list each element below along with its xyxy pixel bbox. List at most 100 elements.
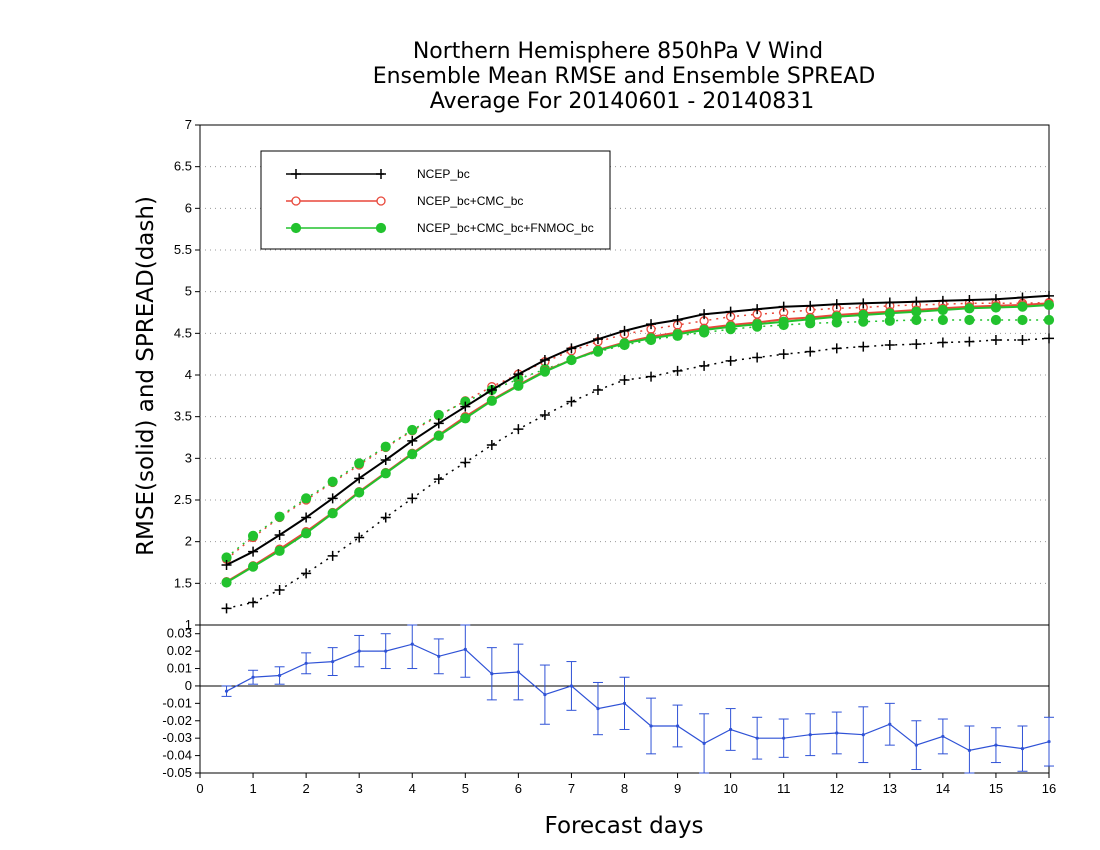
plus-marker bbox=[433, 418, 444, 429]
difference-point bbox=[729, 727, 733, 732]
plus-marker bbox=[539, 410, 550, 420]
plus-marker bbox=[513, 424, 524, 435]
difference-point bbox=[835, 731, 839, 735]
filled-circle-marker bbox=[937, 304, 948, 316]
plus-marker bbox=[831, 299, 842, 310]
filled-circle-marker bbox=[592, 345, 604, 356]
series-ncep-bc-cmc-bc-fnmoc-bc-rmse bbox=[221, 299, 1055, 588]
y-axis-label: RMSE(solid) and SPREAD(dash) bbox=[133, 196, 159, 556]
plus-marker bbox=[354, 532, 365, 543]
filled-circle-marker bbox=[407, 449, 418, 460]
plus-marker bbox=[990, 335, 1001, 345]
filled-circle-marker bbox=[619, 338, 630, 349]
filled-circle-marker bbox=[964, 314, 975, 326]
top-y-tick-label: 1 bbox=[185, 617, 192, 632]
difference-point bbox=[861, 733, 865, 737]
difference-point bbox=[331, 659, 335, 664]
legend-box bbox=[260, 150, 611, 250]
difference-point bbox=[463, 647, 467, 651]
difference-point bbox=[596, 706, 600, 711]
difference-point bbox=[251, 675, 255, 679]
top-y-tick-label: 4.5 bbox=[174, 325, 192, 340]
plus-marker bbox=[858, 298, 869, 309]
difference-point bbox=[410, 642, 414, 646]
bottom-y-tick-label: -0.01 bbox=[162, 695, 192, 710]
legend-item: NCEP_bc+CMC_bc bbox=[286, 194, 523, 208]
filled-circle-marker bbox=[778, 316, 789, 327]
difference-point bbox=[914, 743, 918, 747]
plus-marker bbox=[831, 343, 842, 354]
plus-marker bbox=[354, 473, 365, 484]
filled-circle-marker bbox=[513, 380, 524, 391]
legend-item: NCEP_bc+CMC_bc+FNMOC_bc bbox=[286, 221, 594, 235]
difference-point bbox=[304, 661, 308, 665]
filled-circle-marker bbox=[964, 303, 975, 314]
filled-circle-marker bbox=[911, 314, 922, 326]
plus-marker bbox=[380, 512, 391, 523]
filled-circle-marker bbox=[433, 430, 444, 441]
top-panel: 1 1.5 2 2.5 3 3.5 4 4.5 5 5.5 6 6.5 7 bbox=[174, 117, 1055, 632]
difference-point bbox=[755, 736, 759, 740]
legend-label: NCEP_bc+CMC_bc bbox=[417, 194, 523, 208]
x-tick-label: 4 bbox=[409, 781, 416, 796]
filled-circle-marker bbox=[831, 311, 842, 322]
series-ncep-bc-rmse bbox=[221, 290, 1054, 570]
difference-point bbox=[675, 724, 680, 728]
filled-circle-marker bbox=[274, 511, 285, 522]
line-ncep-bc-spread bbox=[226, 337, 1050, 610]
plus-marker bbox=[619, 375, 630, 385]
difference-point bbox=[277, 673, 282, 678]
difference-point bbox=[490, 672, 494, 676]
difference-series bbox=[221, 624, 1054, 774]
chart-title-line-1: Northern Hemisphere 850hPa V Wind bbox=[413, 39, 823, 64]
filled-circle-marker bbox=[566, 354, 577, 366]
filled-circle-marker bbox=[301, 493, 312, 504]
error-bar bbox=[460, 624, 471, 678]
filled-circle-marker bbox=[221, 577, 232, 588]
x-tick-label: 6 bbox=[515, 781, 522, 796]
plus-marker bbox=[1017, 335, 1028, 345]
error-bar bbox=[407, 624, 418, 670]
difference-point bbox=[622, 701, 627, 705]
difference-line bbox=[226, 643, 1050, 752]
plus-marker bbox=[291, 169, 301, 179]
top-y-tick-label: 3 bbox=[185, 450, 192, 465]
bottom-y-tick-label: 0.02 bbox=[167, 643, 192, 658]
difference-point bbox=[543, 693, 547, 697]
difference-point bbox=[1020, 747, 1025, 751]
plus-marker bbox=[274, 530, 285, 540]
x-tick-label: 11 bbox=[777, 781, 791, 796]
filled-circle-marker bbox=[1043, 299, 1055, 311]
x-tick-label: 10 bbox=[723, 781, 737, 796]
chart-title-line-3: Average For 20140601 - 20140831 bbox=[430, 89, 815, 114]
difference-point bbox=[1047, 740, 1051, 744]
x-tick-label: 2 bbox=[303, 781, 310, 796]
top-y-tick-label: 4 bbox=[185, 367, 192, 382]
plus-marker bbox=[566, 396, 577, 407]
difference-point bbox=[967, 748, 972, 752]
line-ncep-bc-cmc-bc-rmse bbox=[225, 302, 1050, 583]
plus-marker bbox=[460, 401, 471, 412]
bottom-y-tick-label: -0.03 bbox=[162, 730, 192, 745]
plus-marker bbox=[376, 169, 386, 179]
plus-marker bbox=[884, 340, 895, 350]
x-tick-label: 7 bbox=[568, 781, 575, 796]
x-tick-label: 9 bbox=[674, 781, 681, 796]
top-y-tick-label: 1.5 bbox=[174, 575, 192, 590]
plus-marker bbox=[1044, 333, 1054, 344]
difference-point bbox=[516, 670, 520, 674]
difference-point bbox=[224, 689, 229, 693]
filled-circle-marker bbox=[274, 545, 285, 556]
x-tick-label: 0 bbox=[196, 781, 203, 796]
series-ncep-bc-spread bbox=[221, 333, 1054, 614]
top-y-tick-label: 6 bbox=[185, 200, 192, 215]
line-ncep-bc-cmc-bc-fnmoc-bc-spread bbox=[226, 319, 1049, 559]
difference-point bbox=[808, 733, 812, 737]
plus-marker bbox=[539, 355, 550, 365]
x-tick-label: 13 bbox=[883, 781, 897, 796]
x-tick-label: 3 bbox=[356, 781, 363, 796]
difference-point bbox=[888, 722, 892, 726]
plus-marker bbox=[858, 341, 869, 352]
x-tick-label: 1 bbox=[249, 781, 256, 796]
plus-marker bbox=[221, 603, 232, 614]
